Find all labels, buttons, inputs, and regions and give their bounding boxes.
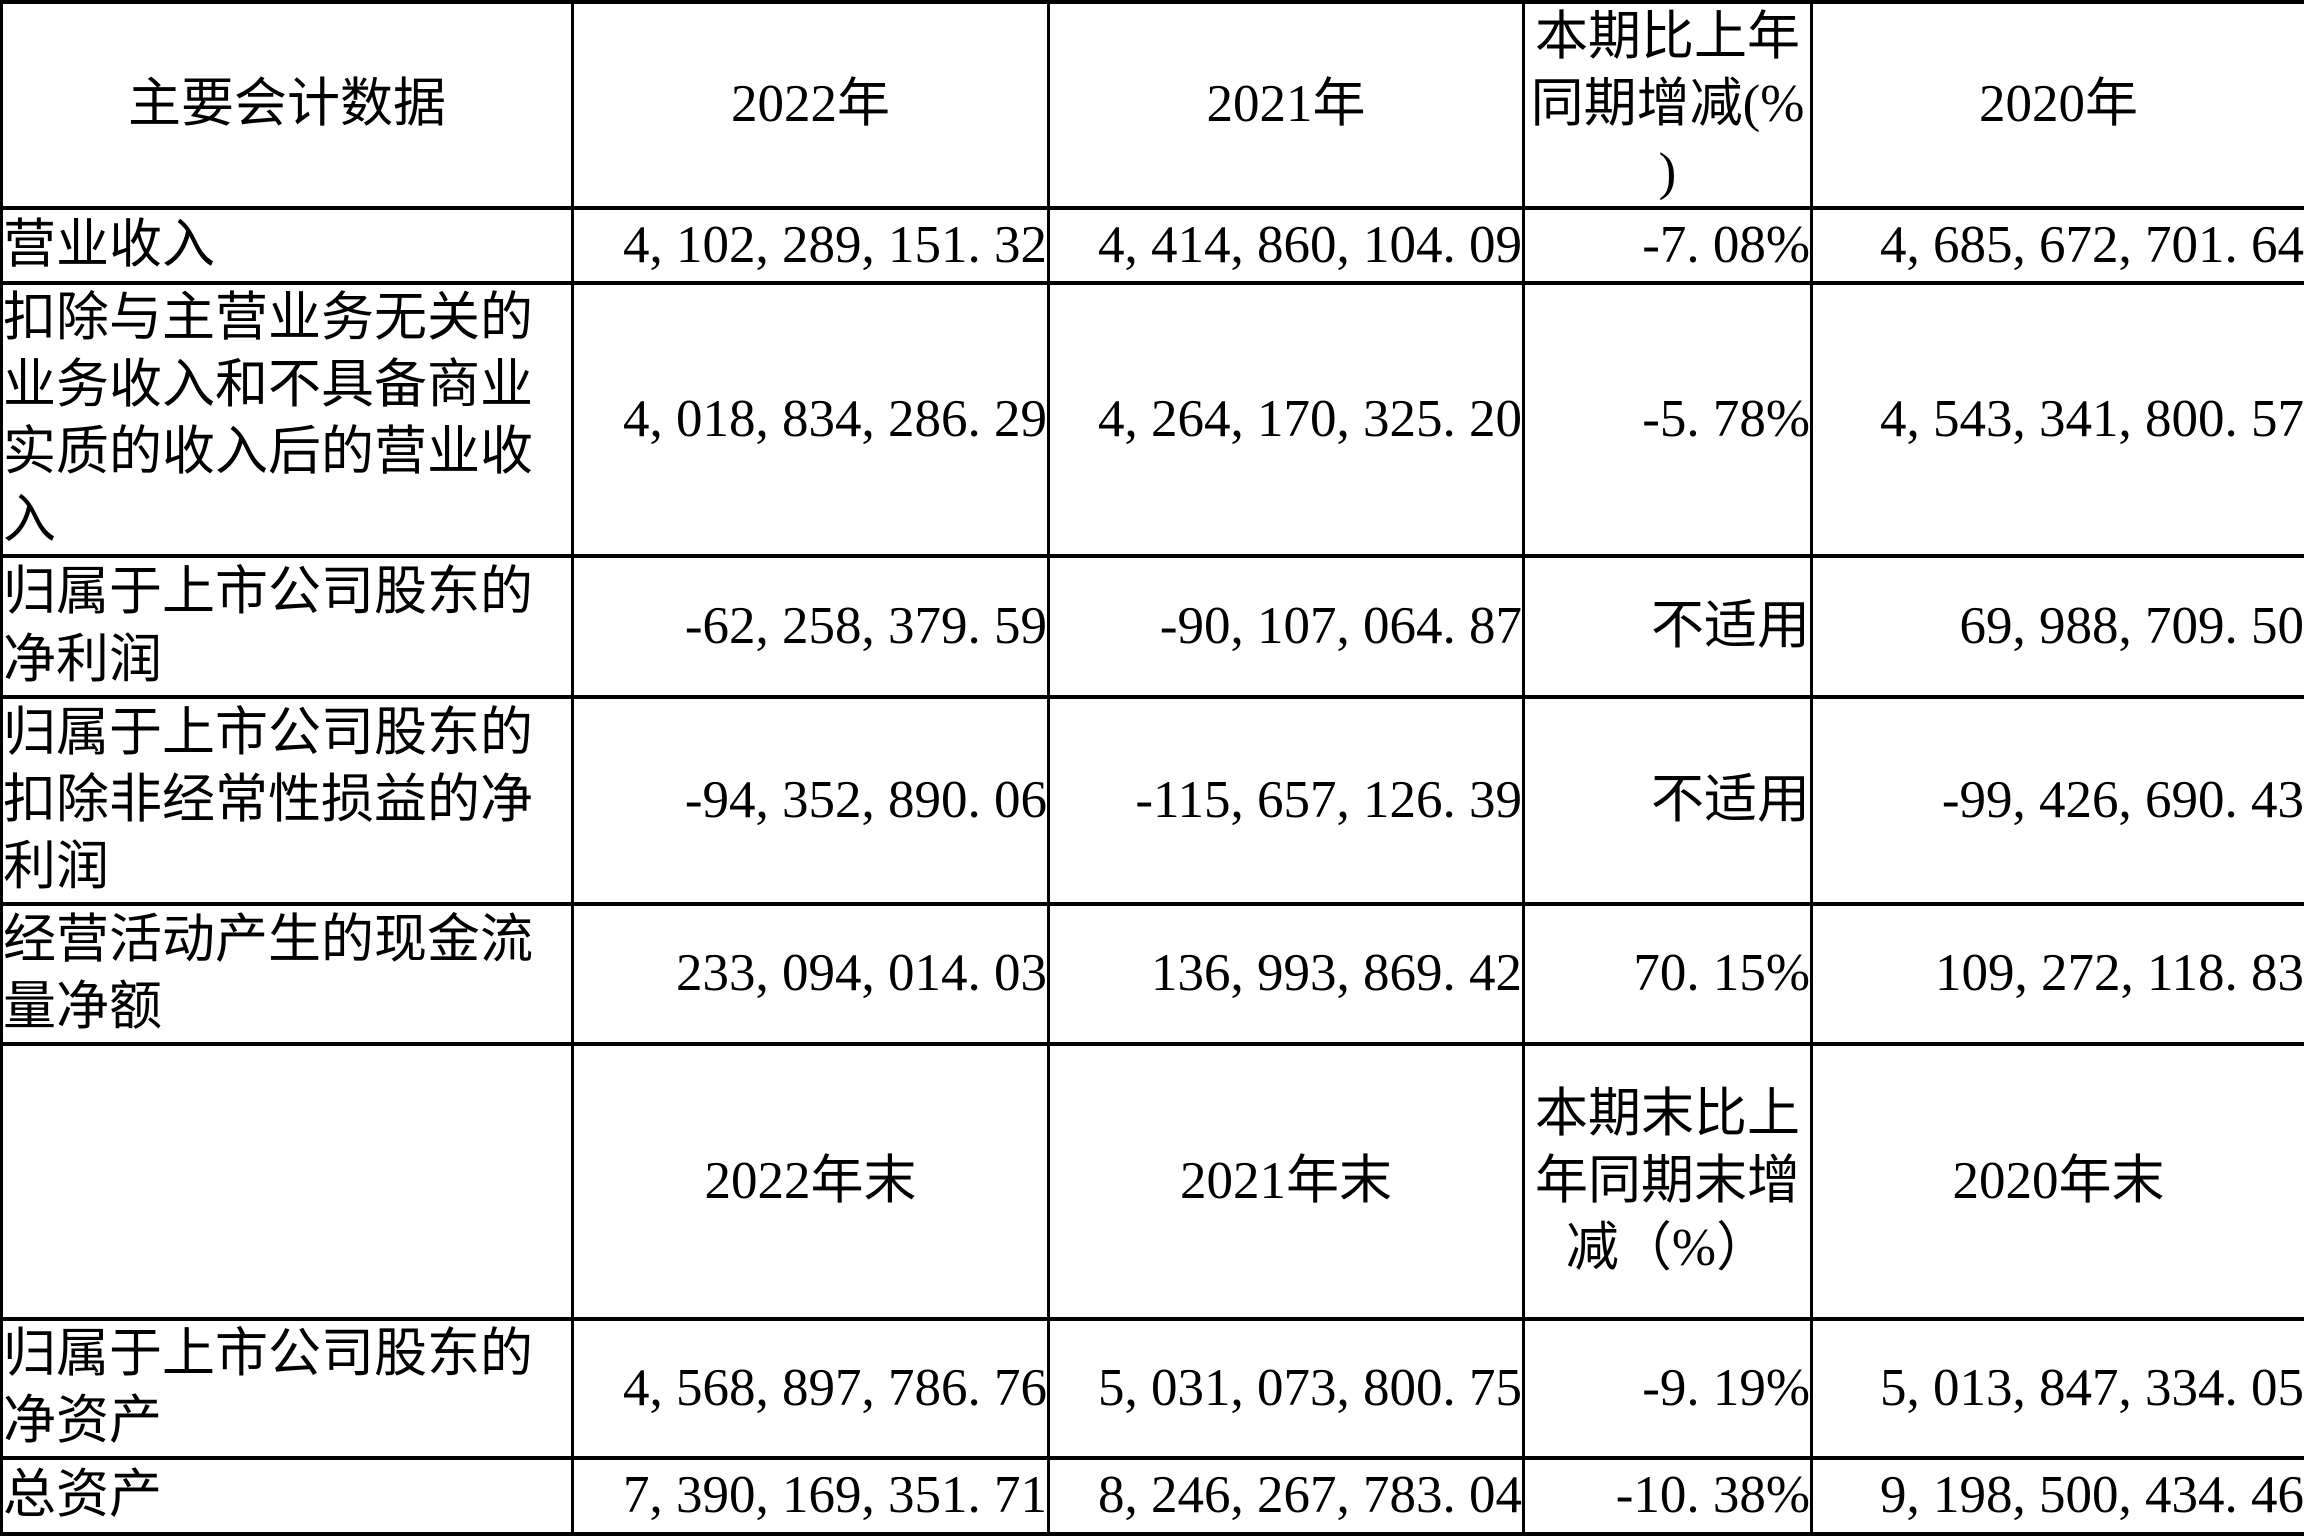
row-label: 营业收入: [2, 208, 573, 283]
header-year-2022: 2022年: [573, 2, 1049, 208]
row-label: 扣除与主营业务无关的业务收入和不具备商业实质的收入后的营业收入: [2, 283, 573, 556]
cell-change: -5. 78%: [1524, 283, 1812, 556]
cell-2021: -115, 657, 126. 39: [1049, 697, 1524, 904]
cell-2022: 7, 390, 169, 351. 71: [573, 1458, 1049, 1534]
cell-2022: -94, 352, 890. 06: [573, 697, 1049, 904]
cell-2020: 4, 543, 341, 800. 57: [1812, 283, 2304, 556]
cell-change: -10. 38%: [1524, 1458, 1812, 1534]
cell-2022: -62, 258, 379. 59: [573, 556, 1049, 697]
cell-2021: 4, 414, 860, 104. 09: [1049, 208, 1524, 283]
header-blank: [2, 1044, 573, 1319]
row-label: 经营活动产生的现金流量净额: [2, 904, 573, 1044]
cell-change: -9. 19%: [1524, 1319, 1812, 1458]
table-row-operating-cash-flow: 经营活动产生的现金流量净额 233, 094, 014. 03 136, 993…: [2, 904, 2304, 1044]
cell-change: 70. 15%: [1524, 904, 1812, 1044]
cell-2020: -99, 426, 690. 43: [1812, 697, 2304, 904]
cell-2021: 8, 246, 267, 783. 04: [1049, 1458, 1524, 1534]
cell-2021: 136, 993, 869. 42: [1049, 904, 1524, 1044]
header-year-2021: 2021年: [1049, 2, 1524, 208]
header-end-change-pct: 本期末比上年同期末增减（%）: [1524, 1044, 1812, 1319]
table-row-net-profit: 归属于上市公司股东的净利润 -62, 258, 379. 59 -90, 107…: [2, 556, 2304, 697]
cell-2022: 4, 018, 834, 286. 29: [573, 283, 1049, 556]
cell-2020: 5, 013, 847, 334. 05: [1812, 1319, 2304, 1458]
row-label: 归属于上市公司股东的净利润: [2, 556, 573, 697]
row-label: 归属于上市公司股东的净资产: [2, 1319, 573, 1458]
cell-2020: 109, 272, 118. 83: [1812, 904, 2304, 1044]
header-change-pct: 本期比上年同期增减(%): [1524, 2, 1812, 208]
cell-2022: 4, 102, 289, 151. 32: [573, 208, 1049, 283]
cell-change: 不适用: [1524, 697, 1812, 904]
table-row-operating-revenue: 营业收入 4, 102, 289, 151. 32 4, 414, 860, 1…: [2, 208, 2304, 283]
cell-2021: -90, 107, 064. 87: [1049, 556, 1524, 697]
header-2020-end: 2020年末: [1812, 1044, 2304, 1319]
cell-change: 不适用: [1524, 556, 1812, 697]
table-row-deducted-revenue: 扣除与主营业务无关的业务收入和不具备商业实质的收入后的营业收入 4, 018, …: [2, 283, 2304, 556]
table-row-net-profit-excl-nonrecurring: 归属于上市公司股东的扣除非经常性损益的净利润 -94, 352, 890. 06…: [2, 697, 2304, 904]
table-row-total-assets: 总资产 7, 390, 169, 351. 71 8, 246, 267, 78…: [2, 1458, 2304, 1534]
cell-2022: 233, 094, 014. 03: [573, 904, 1049, 1044]
cell-2020: 9, 198, 500, 434. 46: [1812, 1458, 2304, 1534]
header-2022-end: 2022年末: [573, 1044, 1049, 1319]
cell-2020: 69, 988, 709. 50: [1812, 556, 2304, 697]
cell-change: -7. 08%: [1524, 208, 1812, 283]
cell-2021: 5, 031, 073, 800. 75: [1049, 1319, 1524, 1458]
header-year-2020: 2020年: [1812, 2, 2304, 208]
header-row-end-of-period: 2022年末 2021年末 本期末比上年同期末增减（%） 2020年末: [2, 1044, 2304, 1319]
table-row-net-assets: 归属于上市公司股东的净资产 4, 568, 897, 786. 76 5, 03…: [2, 1319, 2304, 1458]
header-2021-end: 2021年末: [1049, 1044, 1524, 1319]
row-label: 总资产: [2, 1458, 573, 1534]
cell-2022: 4, 568, 897, 786. 76: [573, 1319, 1049, 1458]
header-main-metrics: 主要会计数据: [2, 2, 573, 208]
cell-2021: 4, 264, 170, 325. 20: [1049, 283, 1524, 556]
cell-2020: 4, 685, 672, 701. 64: [1812, 208, 2304, 283]
header-row-period: 主要会计数据 2022年 2021年 本期比上年同期增减(%) 2020年: [2, 2, 2304, 208]
row-label: 归属于上市公司股东的扣除非经常性损益的净利润: [2, 697, 573, 904]
